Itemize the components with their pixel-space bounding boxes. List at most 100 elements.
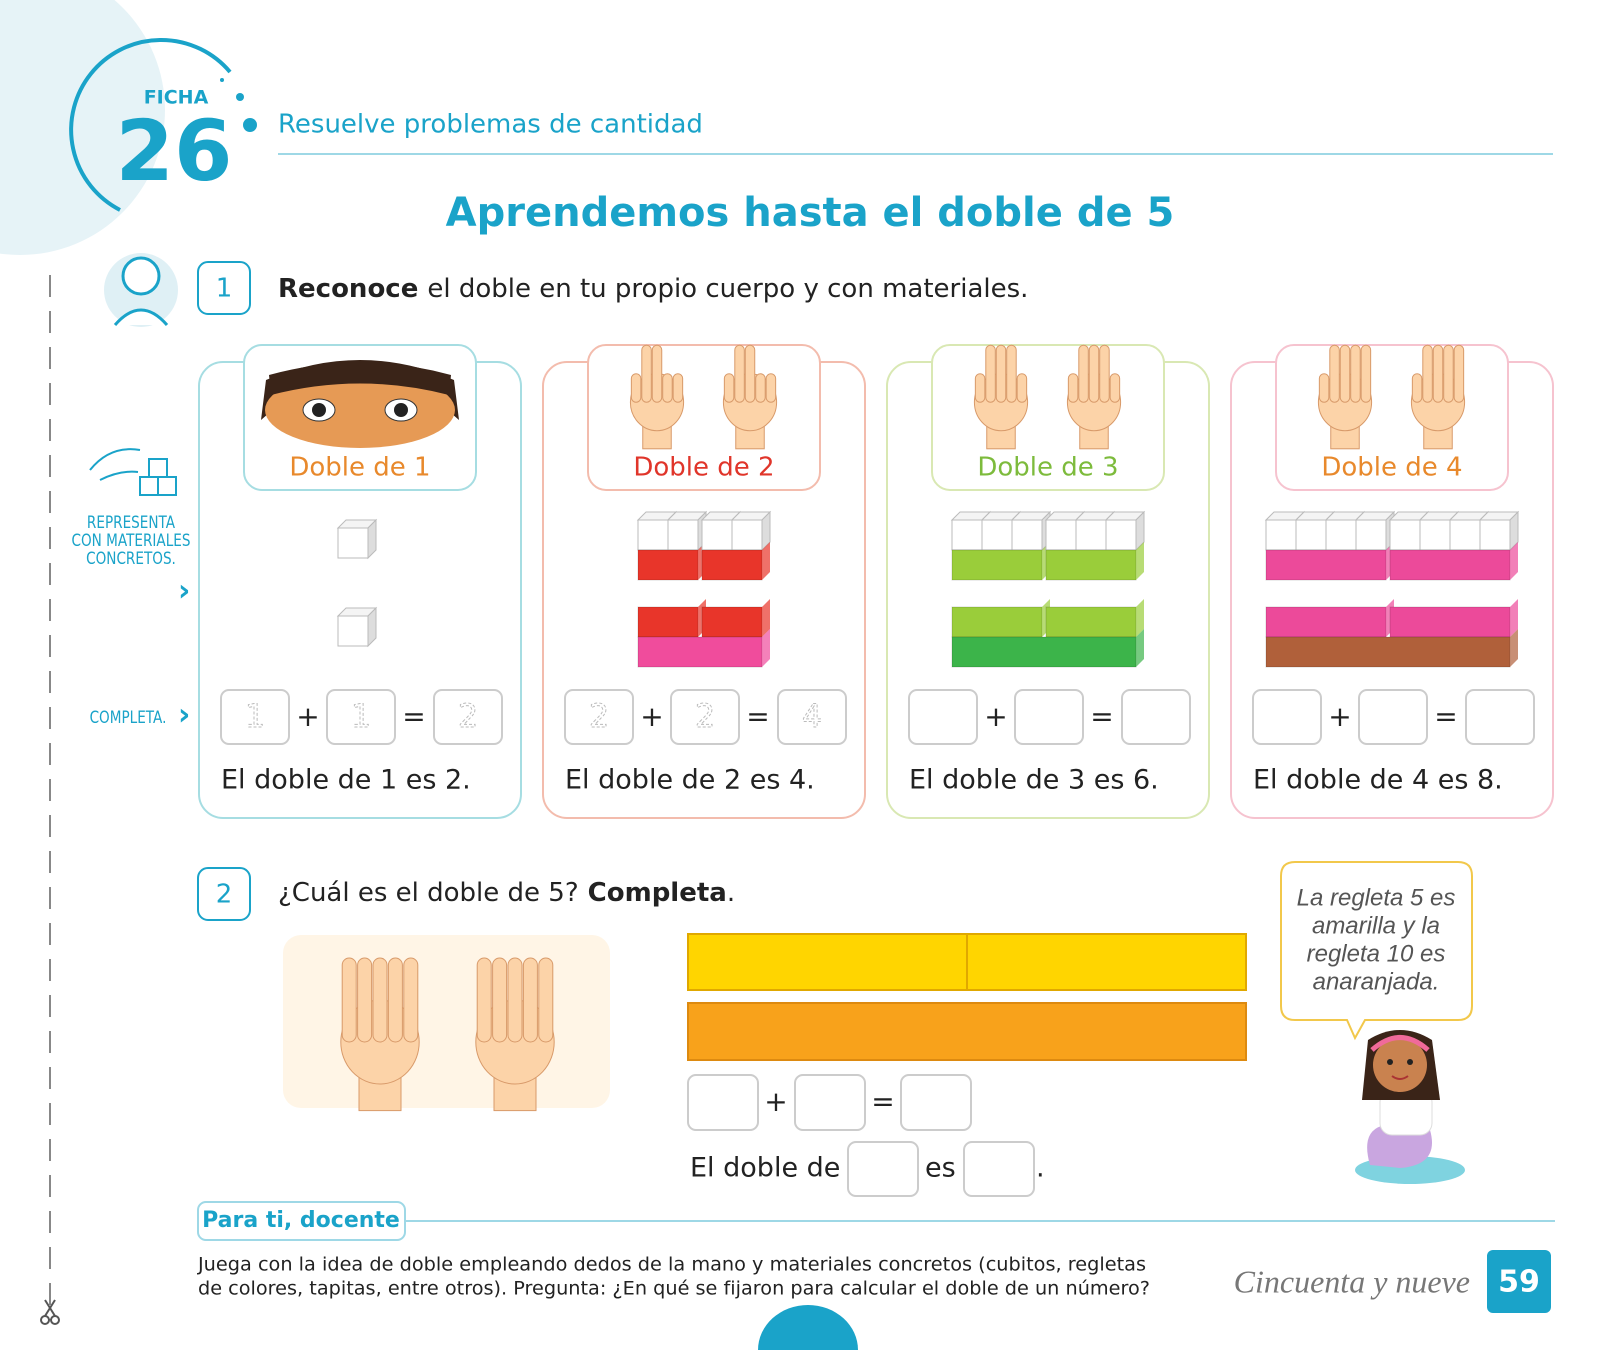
answer-box: [847, 1141, 919, 1197]
finger: [1432, 344, 1444, 403]
finger: [755, 373, 766, 403]
subtitle: Resuelve problemas de cantidad: [278, 110, 703, 140]
finger: [522, 957, 538, 1043]
arrow-icon: ›: [178, 574, 190, 609]
cube-face: [1105, 519, 1137, 551]
dot: [236, 93, 244, 101]
finger: [357, 957, 373, 1043]
answer-box: [220, 689, 290, 745]
operator: +: [296, 700, 319, 733]
traced-digit: 1: [245, 697, 265, 735]
card-sentence: El doble de 2 es 4.: [565, 765, 815, 796]
scissors-icon: [40, 1299, 60, 1325]
cube-face: [1449, 519, 1481, 551]
finger: [1360, 344, 1372, 403]
answer-box: [326, 689, 396, 745]
finger: [662, 373, 673, 403]
cube-face: [951, 519, 983, 551]
cube-face: [337, 615, 369, 647]
rod-10: [687, 1002, 1247, 1061]
rod-side: [1510, 629, 1518, 667]
finger: [1318, 373, 1330, 403]
page-words: Cincuenta y nueve: [1234, 1263, 1470, 1299]
traced-digit: 2: [695, 697, 715, 735]
cube-face: [701, 519, 733, 551]
card-label: Doble de 1: [289, 453, 430, 483]
finger: [1109, 373, 1121, 403]
finger: [723, 373, 735, 403]
rod-side: [762, 599, 770, 637]
finger: [1453, 344, 1465, 403]
cube-face: [1325, 519, 1357, 551]
answer-box: [433, 689, 503, 745]
answer-box: [1465, 689, 1535, 745]
finger: [492, 957, 508, 1043]
answer-box: [794, 1074, 866, 1131]
corner-circle: [0, 0, 165, 255]
cube-face: [1419, 519, 1451, 551]
card-sentence: El doble de 4 es 8.: [1253, 765, 1503, 796]
finger: [630, 373, 642, 403]
rod: [701, 549, 763, 581]
card: Doble de 2 2 2 4 + = El doble de 2 es 4.: [542, 344, 866, 819]
teacher-label: Para ti, docente: [202, 1208, 400, 1233]
rod-5: [966, 933, 1247, 991]
rod: [951, 606, 1043, 638]
hair-band: [269, 362, 451, 395]
rod-side: [762, 542, 770, 580]
question-bold: Completa: [588, 878, 727, 908]
finger: [744, 344, 756, 403]
card-sentence: El doble de 1 es 2.: [221, 765, 471, 796]
operator: +: [1328, 700, 1351, 733]
side-label-line: CONCRETOS.: [86, 549, 176, 569]
finger: [403, 957, 419, 1043]
finger: [765, 373, 777, 403]
finger: [1443, 344, 1454, 403]
rod-5: [687, 933, 968, 991]
question-period: .: [727, 878, 735, 908]
traced-digit: 2: [589, 697, 609, 735]
rod: [1045, 549, 1137, 581]
finger: [372, 957, 388, 1043]
bubble-line: anaranjada.: [1313, 968, 1440, 995]
rod-side: [762, 629, 770, 667]
rod: [637, 606, 699, 638]
rod: [1389, 549, 1511, 581]
pupil: [394, 403, 408, 417]
dot: [220, 78, 224, 82]
speech-bubble: [1280, 861, 1473, 1041]
operator: +: [764, 1085, 787, 1118]
answer-box: [777, 689, 847, 745]
cube-face: [1265, 519, 1297, 551]
rod: [637, 636, 763, 668]
ficha-number: 26: [116, 102, 233, 200]
finger: [1422, 344, 1433, 403]
bubble-line: La regleta 5 es: [1297, 884, 1456, 911]
card-sentence: El doble de 3 es 6.: [909, 765, 1159, 796]
finger: [1329, 344, 1340, 403]
card-label: Doble de 4: [1321, 453, 1462, 483]
arrow-icon: ›: [178, 698, 190, 733]
cube-face: [1075, 519, 1107, 551]
finger: [387, 957, 403, 1043]
student-icon: [104, 253, 178, 327]
sentence-start: El doble de: [690, 1153, 840, 1184]
teacher-line: Juega con la idea de doble empleando ded…: [197, 1254, 1146, 1276]
card-label: Doble de 2: [633, 453, 774, 483]
operator: +: [984, 700, 1007, 733]
cube-face: [1389, 519, 1421, 551]
card-label: Doble de 3: [977, 453, 1118, 483]
answer-box: [564, 689, 634, 745]
finger: [1088, 344, 1100, 403]
cube-face: [1045, 519, 1077, 551]
bottom-tab: [758, 1305, 858, 1350]
cards: Doble de 11 1 2+ =El doble de 1 es 2.Doble …: [198, 344, 1554, 819]
finger: [1350, 344, 1361, 403]
operator: =: [1434, 700, 1457, 733]
operator: +: [640, 700, 663, 733]
hands-panel: [283, 935, 610, 1108]
pupil: [312, 403, 326, 417]
equation: + = El doble de es.: [687, 1074, 1045, 1197]
